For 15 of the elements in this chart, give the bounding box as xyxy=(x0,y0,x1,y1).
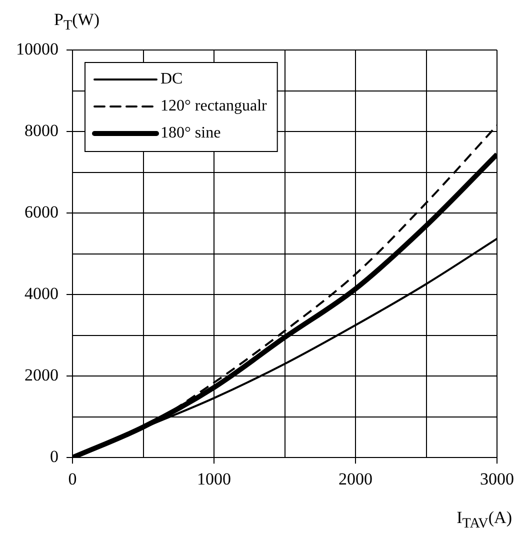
legend-label: 180° sine xyxy=(160,124,221,142)
x-tick-label: 1000 xyxy=(197,469,231,488)
x-tick-label: 0 xyxy=(68,469,77,488)
y-tick-label: 10000 xyxy=(16,39,58,58)
y-axis-title: P$_{T}$(W) xyxy=(54,10,100,34)
y-tick-label: 4000 xyxy=(24,284,58,304)
legend-label: 120° rectangualr xyxy=(160,98,268,115)
legend-label: DC xyxy=(160,70,183,88)
y-tick-label: 2000 xyxy=(24,366,58,385)
x-axis-title: I$_{TAV}$(A) xyxy=(456,508,512,532)
x-tick-label: 2000 xyxy=(338,469,372,488)
y-tick-label: 8000 xyxy=(24,120,58,140)
y-tick-label: 6000 xyxy=(24,202,58,222)
y-tick-label: 0 xyxy=(50,447,58,466)
x-tick-label: 3000 xyxy=(480,469,514,488)
